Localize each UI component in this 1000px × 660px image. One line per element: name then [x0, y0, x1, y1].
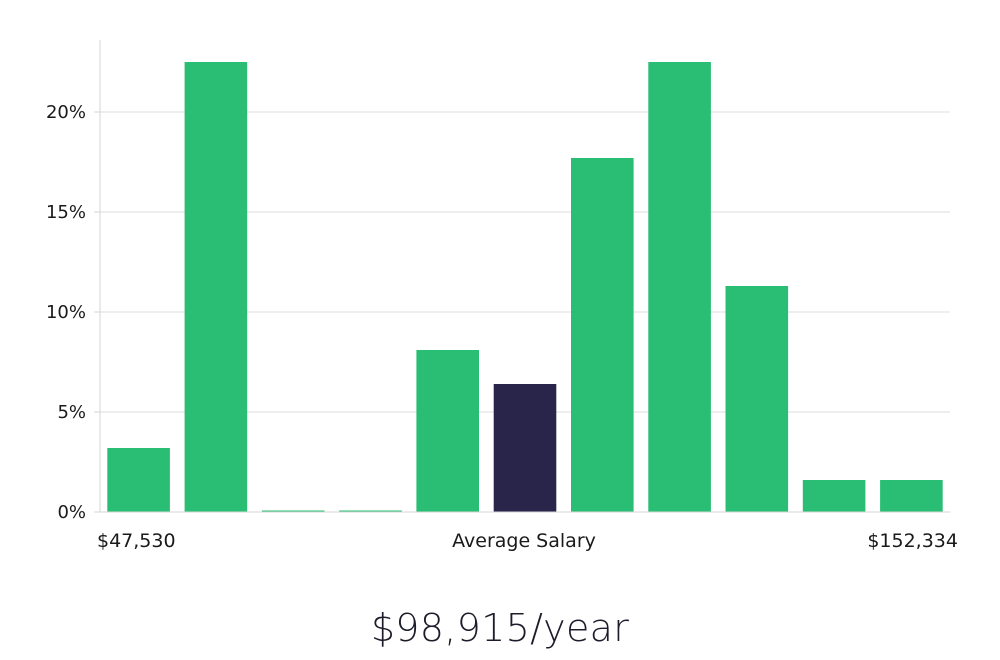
y-tick-labels: 0% 5% 10% 15% 20% — [46, 102, 100, 523]
bar — [571, 158, 634, 512]
bar — [725, 286, 789, 512]
y-tick-label: 0% — [57, 502, 86, 523]
bar — [261, 510, 325, 512]
x-label-center: Average Salary — [452, 530, 596, 552]
bar — [802, 480, 866, 512]
x-label-max: $152,334 — [867, 530, 958, 552]
bar — [339, 510, 402, 512]
y-tick-label: 10% — [46, 302, 86, 323]
bar — [416, 350, 479, 512]
x-label-min: $47,530 — [97, 530, 176, 552]
bars — [107, 62, 943, 512]
bar — [880, 480, 943, 512]
bar — [184, 62, 248, 512]
average-salary-value: $98,915/year — [370, 606, 630, 650]
y-tick-label: 20% — [46, 102, 86, 123]
bar-average-salary — [493, 384, 557, 512]
bar — [648, 62, 711, 512]
bar — [107, 448, 170, 512]
y-tick-label: 5% — [57, 402, 86, 423]
salary-histogram: 0% 5% 10% 15% 20% $47,530 Average Salary $15… — [46, 40, 958, 552]
y-tick-label: 15% — [46, 202, 86, 223]
